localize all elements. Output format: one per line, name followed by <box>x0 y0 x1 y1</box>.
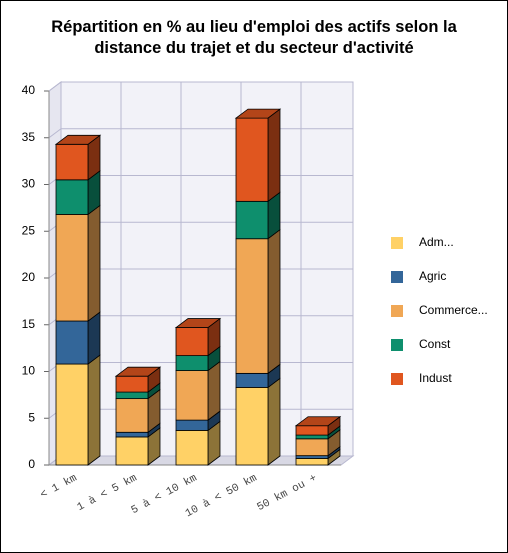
legend-swatch <box>391 373 403 385</box>
bar-side <box>267 108 281 203</box>
bar <box>115 398 149 433</box>
bar <box>295 455 329 459</box>
y-tick-label: 5 <box>28 410 35 424</box>
bar <box>115 375 149 393</box>
y-tick-label: 15 <box>22 317 36 331</box>
bar <box>175 419 209 431</box>
bar-side <box>267 377 281 466</box>
bar <box>175 370 209 421</box>
chart-title: Répartition en % au lieu d'emploi des ac… <box>51 18 457 57</box>
y-tick-label: 10 <box>22 364 36 378</box>
bar-top <box>174 318 222 328</box>
y-tick-label: 35 <box>22 130 36 144</box>
bar-top <box>294 416 342 427</box>
legend-label: Commerce... <box>419 303 488 317</box>
bar-top <box>114 366 162 377</box>
legend-swatch <box>391 271 403 283</box>
legend-label: Adm... <box>419 235 454 249</box>
bar-side <box>267 228 281 375</box>
y-tick-label: 20 <box>22 270 36 284</box>
bar <box>295 434 329 440</box>
grid-line <box>48 81 353 92</box>
x-tick-label: < 1 km <box>39 472 80 501</box>
bar <box>115 431 149 438</box>
bar <box>55 179 89 215</box>
bar <box>55 320 89 365</box>
bar <box>235 117 269 202</box>
bar-side <box>87 204 101 322</box>
bar <box>175 327 209 357</box>
legend-swatch <box>391 305 403 317</box>
bar <box>295 458 329 466</box>
bar <box>175 355 209 371</box>
bar <box>235 386 269 466</box>
bar-side <box>87 354 101 466</box>
x-tick-label: 50 km ou + <box>255 473 319 515</box>
bar <box>55 214 89 322</box>
bar <box>295 438 329 457</box>
bar <box>115 436 149 466</box>
bar <box>235 372 269 388</box>
bar <box>55 143 89 181</box>
bar-side <box>207 360 221 421</box>
bar <box>55 363 89 466</box>
bar-top <box>54 134 102 145</box>
legend-swatch <box>391 339 403 351</box>
bar <box>295 425 329 436</box>
y-tick-label: 25 <box>22 223 36 237</box>
bar <box>115 391 149 400</box>
bar <box>175 430 209 466</box>
bar <box>235 200 269 240</box>
y-tick-label: 40 <box>22 83 36 97</box>
legend-label: Indust <box>419 371 452 385</box>
legend-swatch <box>391 237 403 249</box>
legend-label: Agric <box>419 269 446 283</box>
legend-label: Const <box>419 337 451 351</box>
y-tick-label: 30 <box>22 177 36 191</box>
y-tick-label: 0 <box>28 457 35 471</box>
bar-top <box>234 108 282 119</box>
bar <box>235 238 269 374</box>
